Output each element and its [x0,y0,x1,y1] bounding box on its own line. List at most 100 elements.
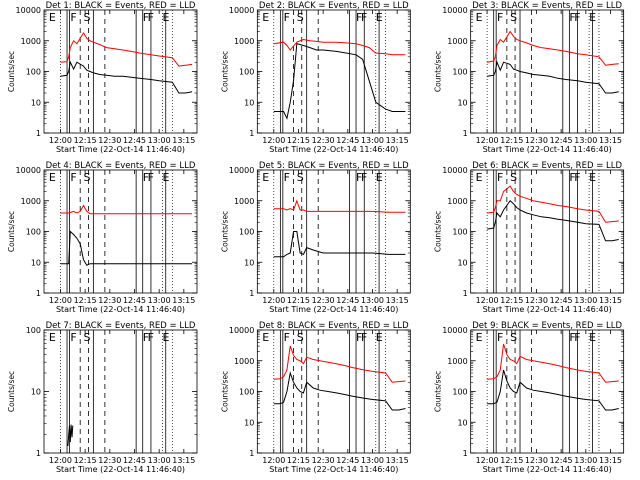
y-tick-label: 10 [244,98,254,107]
y-tick-label: 100 [239,68,254,77]
y-axis-label: Counts/sec [7,51,16,92]
x-tick-label: 12:45 [123,456,146,465]
x-tick-label: 12:45 [336,456,359,465]
y-tick-label: 100 [452,388,467,397]
x-axis-label: Start Time (22-Oct-14 11:46:40) [483,305,612,314]
x-tick-label: 12:15 [287,296,310,305]
phase-annotation: E [476,11,483,24]
y-tick-label: 100 [452,228,467,237]
phase-annotation: S [510,11,517,24]
y-tick-label: 1000 [447,37,467,46]
x-tick-label: 12:30 [98,296,121,305]
phase-annotation: F [361,331,367,344]
y-tick-label: 10 [457,258,467,267]
phase-annotation: E [162,171,169,184]
phase-annotation: F [361,171,367,184]
y-tick-label: 10000 [442,166,467,175]
phase-annotation: F [574,331,580,344]
y-axis-label: Counts/sec [220,51,229,92]
y-tick-label: 1 [249,129,254,138]
phase-annotation: E [49,171,56,184]
series-lld [487,343,619,383]
x-tick-label: 13:00 [148,456,171,465]
x-axis-label: Start Time (22-Oct-14 11:46:40) [483,145,612,154]
y-tick-label: 1000 [234,37,254,46]
panel-title: Det 8: BLACK = Events, RED = LLD [259,321,409,331]
x-tick-label: 12:15 [500,136,523,145]
x-tick-label: 12:00 [476,296,499,305]
phase-annotation: E [589,11,596,24]
series-events [487,60,619,94]
x-tick-label: 12:45 [550,296,573,305]
series-lld [60,31,193,67]
x-tick-label: 12:00 [262,136,285,145]
phase-annotation: E [589,331,596,344]
y-tick-label: 10000 [442,6,467,15]
x-tick-label: 12:00 [476,136,499,145]
x-tick-label: 13:00 [574,456,597,465]
phase-annotation: F [356,11,362,24]
x-tick-label: 12:15 [500,456,523,465]
series-lld [487,30,619,66]
y-tick-label: 1 [463,449,468,458]
y-tick-label: 10 [244,258,254,267]
y-tick-label: 1 [249,449,254,458]
panel-title: Det 2: BLACK = Events, RED = LLD [259,1,409,11]
series-events [60,60,193,94]
y-tick-label: 1 [36,449,41,458]
series-lld [273,345,406,383]
x-tick-label: 13:15 [172,296,195,305]
panel-title: Det 1: BLACK = Events, RED = LLD [46,1,196,11]
y-tick-label: 10000 [229,166,254,175]
panel-title: Det 5: BLACK = Events, RED = LLD [259,161,409,171]
phase-annotation: F [143,11,149,24]
phase-annotation: F [143,331,149,344]
y-tick-label: 10000 [229,6,254,15]
x-tick-label: 13:15 [599,296,622,305]
x-tick-label: 12:15 [74,296,97,305]
phase-annotation: E [476,331,483,344]
panel-title: Det 7: BLACK = Events, RED = LLD [46,321,196,331]
y-tick-label: 1 [249,289,254,298]
y-tick-label: 1 [463,129,468,138]
phase-annotation: E [162,11,169,24]
panel-title: Det 3: BLACK = Events, RED = LLD [472,1,622,11]
series-lld [60,204,193,215]
y-tick-label: 100 [26,326,41,335]
phase-annotation: E [476,171,483,184]
y-axis-label: Counts/sec [434,51,443,92]
y-tick-label: 1 [36,129,41,138]
series-events [273,371,406,411]
y-tick-label: 1000 [447,197,467,206]
x-tick-label: 12:45 [123,136,146,145]
phase-annotation: S [83,331,90,344]
phase-annotation: F [497,171,503,184]
x-tick-label: 12:30 [312,136,335,145]
y-tick-label: 100 [239,388,254,397]
panel-title: Det 6: BLACK = Events, RED = LLD [472,161,622,171]
series-events [487,369,619,411]
phase-annotation: F [143,171,149,184]
y-tick-label: 1000 [447,357,467,366]
phase-annotation: E [376,171,383,184]
y-axis-label: Counts/sec [7,371,16,412]
x-axis-label: Start Time (22-Oct-14 11:46:40) [269,305,398,314]
series-events [273,43,406,120]
y-tick-label: 10 [31,98,41,107]
y-tick-label: 10 [31,388,41,397]
y-tick-label: 1000 [234,197,254,206]
x-tick-label: 13:15 [599,136,622,145]
phase-annotation: E [589,171,596,184]
phase-annotation: E [262,11,269,24]
x-tick-label: 12:45 [550,136,573,145]
y-tick-label: 10000 [229,326,254,335]
phase-annotation: F [284,331,290,344]
x-tick-label: 13:00 [574,136,597,145]
phase-annotation: F [574,171,580,184]
y-tick-label: 100 [26,228,41,237]
